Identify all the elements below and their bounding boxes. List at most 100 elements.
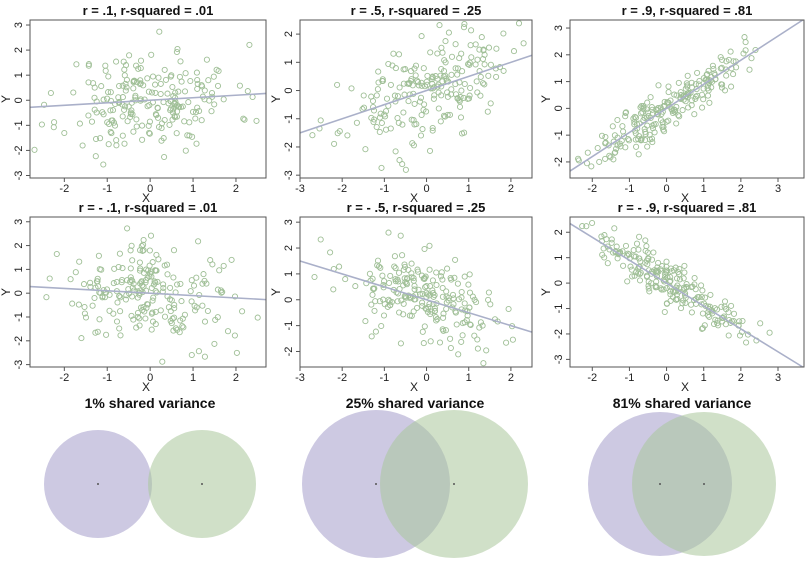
data-point [309,132,316,139]
data-point [190,282,198,289]
data-point [449,291,457,298]
data-point [404,275,411,282]
data-point [395,51,403,58]
data-point [688,309,695,316]
x-axis-label: X [681,380,689,394]
data-point [146,118,153,125]
data-point [456,55,463,62]
data-point [368,301,375,308]
data-point [161,153,168,161]
data-point [752,46,759,54]
data-point [99,294,106,301]
data-point [370,286,377,293]
data-point [191,302,198,309]
data-point [401,263,409,270]
y-tick-label: 0 [283,87,295,93]
y-axis-label: Y [0,288,13,296]
data-point [402,166,409,173]
data-point [602,140,609,147]
data-point [390,50,397,57]
data-point [683,281,690,288]
data-point [426,266,433,273]
venn-diagram: 1% shared variance [44,395,256,538]
data-point [61,129,68,137]
data-point [105,89,112,96]
data-point [410,116,417,124]
data-point [376,298,383,305]
data-point [458,338,465,345]
data-point [427,49,434,56]
data-point [637,137,645,144]
y-tick-label: -2 [553,157,565,167]
data-point [431,308,438,315]
data-point [207,257,214,264]
data-point [493,45,500,52]
data-point [447,335,454,342]
data-point [596,158,603,165]
data-point [51,119,58,126]
data-point [397,340,404,347]
data-point [157,80,164,87]
data-point [437,273,445,280]
data-point [119,113,126,120]
x-tick-label: -3 [295,372,305,384]
data-point [100,111,107,118]
data-point [458,288,465,296]
regression-line [29,92,267,109]
data-point [448,53,456,60]
data-point [579,223,586,230]
data-point [733,64,740,71]
data-point [718,303,725,310]
data-point [696,77,703,85]
x-tick-label: 0 [147,372,153,384]
data-point [477,92,484,99]
data-point [94,278,101,285]
y-tick-label: -2 [13,336,25,346]
y-axis-label: Y [0,95,13,103]
data-point [667,288,674,295]
data-point [466,304,473,311]
data-point [452,65,459,72]
x-tick-label: 3 [775,372,781,384]
data-point [722,321,729,328]
data-point [448,276,455,283]
data-point [98,83,105,90]
data-point [479,322,486,329]
data-point [179,323,186,330]
venn-title: 81% shared variance [613,395,752,411]
data-point [362,318,369,325]
data-point [132,92,139,99]
data-point [500,30,507,37]
data-point [687,89,694,96]
data-point [199,83,206,90]
data-point [675,79,682,86]
data-point [412,72,419,79]
data-point [699,104,706,111]
data-point [459,332,466,339]
data-point [186,119,193,126]
data-point [736,332,744,339]
data-point [434,50,441,57]
data-point [47,89,54,97]
data-point [369,275,376,282]
data-point [203,56,210,63]
data-point [105,73,112,80]
data-point [189,108,197,115]
data-point [102,62,109,69]
data-point [714,317,721,324]
data-point [394,93,401,100]
data-point [240,115,247,122]
data-point [391,92,398,99]
data-point [612,149,619,156]
data-point [156,28,163,35]
regression-line [29,285,267,301]
data-point [430,293,437,300]
data-point [640,105,647,112]
data-point [147,270,154,277]
y-tick-label: -2 [283,142,295,152]
data-point [419,302,426,309]
data-point [704,92,712,99]
data-point [87,279,94,286]
data-point [641,114,648,121]
data-point [360,92,367,99]
